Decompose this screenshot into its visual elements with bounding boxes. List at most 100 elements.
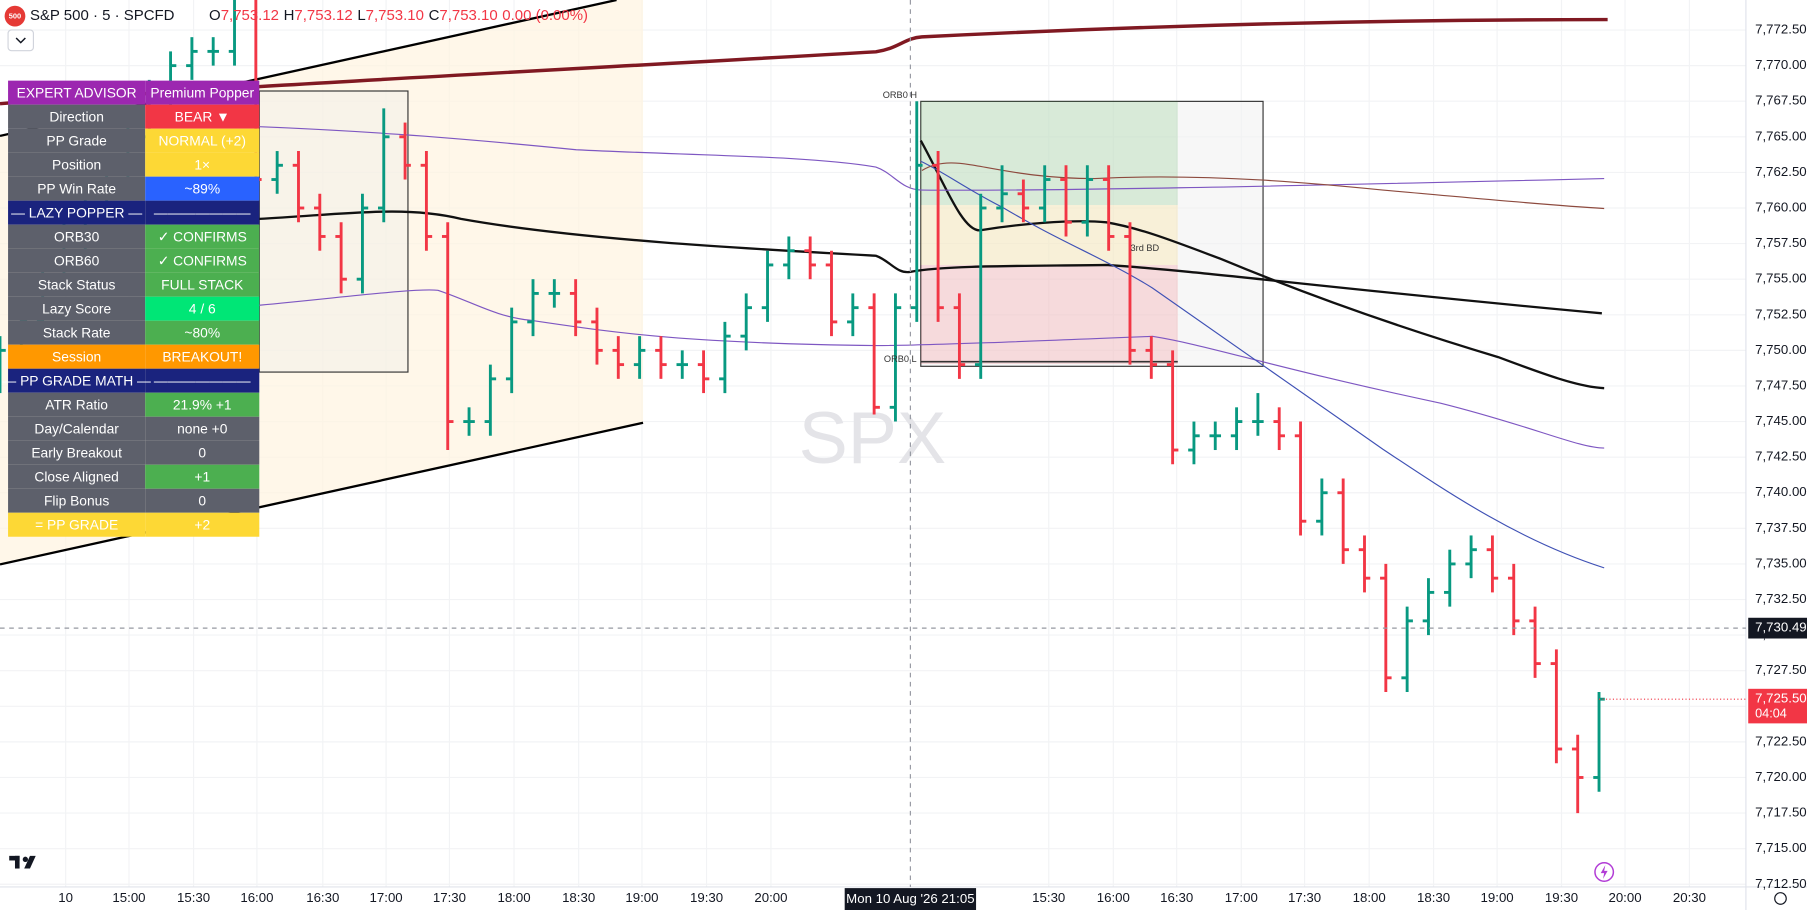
ohlc-bar — [484, 364, 497, 436]
ohlc-bar — [420, 151, 433, 251]
panel-label: Stack Rate — [43, 325, 111, 341]
panel-value: BEAR ▼ — [175, 108, 230, 124]
ohlc-bar — [1294, 421, 1307, 536]
ohlc-bar — [1401, 606, 1413, 693]
panel-label: — LAZY POPPER — — [11, 204, 142, 220]
collapse-button[interactable] — [7, 29, 34, 52]
panel-cell — [8, 152, 146, 177]
x-tick-label: 18:00 — [497, 890, 530, 905]
panel-cell — [145, 224, 260, 249]
ohlc-bar — [314, 193, 326, 251]
settings-icon[interactable] — [1774, 892, 1787, 905]
panel-cell — [145, 248, 260, 273]
ohlc-bar — [569, 279, 582, 337]
panel-cell — [145, 176, 260, 201]
crosshair-time-box — [844, 888, 977, 910]
panel-label: Early Breakout — [31, 445, 122, 461]
symbol-badge — [4, 5, 26, 27]
panel-label: Flip Bonus — [44, 493, 109, 509]
ohlc-bar — [1273, 407, 1285, 451]
panel-cell — [145, 200, 260, 225]
ohlc-key: O — [209, 7, 221, 24]
ma-line — [0, 17, 1608, 106]
ohlc-bar — [591, 307, 603, 365]
panel-cell — [8, 128, 146, 153]
channel-line — [0, 421, 644, 566]
crosshair-price: 7,730.49 — [1755, 620, 1807, 635]
alert-icon[interactable] — [1594, 862, 1615, 882]
ea-panel: EXPERT ADVISOR Premium Popper Direction BEA… — [2, 80, 260, 537]
x-tick-label: 18:30 — [562, 890, 595, 905]
panel-label: ATR Ratio — [45, 397, 108, 413]
panel-cell — [145, 416, 260, 441]
panel-cell — [8, 104, 146, 129]
ohlc-bar — [1124, 222, 1136, 365]
orb-zone-green — [920, 101, 1178, 206]
y-tick-label: 7,737.50 — [1755, 520, 1807, 535]
ohlc-key: H — [284, 7, 295, 24]
panel-cell — [8, 80, 146, 105]
panel-cell — [145, 464, 260, 489]
panel-cell — [8, 416, 146, 441]
ohlc-bar — [1166, 350, 1179, 465]
y-tick-label: 7,765.00 — [1755, 128, 1807, 143]
y-tick-label: 7,767.50 — [1755, 93, 1807, 108]
panel-cell — [8, 392, 146, 417]
panel-value: ✓ CONFIRMS — [158, 252, 247, 268]
panel-value: ——————— — [154, 204, 251, 220]
panel-cell — [145, 296, 260, 321]
panel-cell — [8, 368, 146, 393]
ohlc-bar — [186, 37, 198, 80]
panel-label: Day/Calendar — [34, 421, 119, 437]
ohlc-value: 7,753.10 — [366, 7, 424, 24]
y-tick-label: 7,757.50 — [1755, 235, 1807, 250]
ohlc-bar — [271, 151, 283, 194]
ohlc-bar — [1550, 649, 1563, 764]
panel-value: 0 — [198, 493, 206, 509]
panel-cell — [145, 104, 260, 129]
ohlc-bar — [1230, 407, 1243, 451]
panel-value: BREAKOUT! — [162, 349, 242, 365]
panel-cell — [145, 488, 260, 513]
ohlc-bar — [1486, 535, 1499, 593]
band-line — [259, 126, 1605, 191]
panel-value: FULL STACK — [161, 276, 244, 292]
alert-bolt — [1600, 865, 1608, 879]
panel-label: Session — [52, 349, 101, 365]
ohlc-bar — [1422, 578, 1435, 636]
x-tick-label: 20:30 — [1673, 890, 1706, 905]
orb-box — [920, 100, 1264, 367]
ohlc-bar — [633, 336, 646, 379]
panel-cell — [145, 272, 260, 297]
panel-value: ✓ CONFIRMS — [158, 228, 247, 244]
ohlc-bar — [889, 293, 902, 422]
panel-label: PP Win Rate — [37, 180, 116, 196]
ohlc-bar — [1060, 165, 1072, 237]
ohlc-bar — [1102, 165, 1115, 251]
x-tick-label: 19:00 — [625, 890, 658, 905]
ohlc-bar — [441, 222, 454, 451]
panel-label: PP Grade — [46, 132, 107, 148]
x-tick-label: 17:00 — [370, 890, 403, 905]
x-tick-label: 18:30 — [1417, 890, 1450, 905]
badge-text: 500 — [9, 12, 21, 21]
y-tick-label: 7,750.00 — [1755, 342, 1807, 357]
panel-cell — [8, 272, 146, 297]
panel-value: +1 — [194, 469, 210, 485]
tv-logo — [9, 855, 36, 869]
panel-cell — [8, 320, 146, 345]
panel-cell — [145, 512, 260, 537]
ohlc-bar — [1017, 179, 1030, 223]
y-tick-label: 7,770.00 — [1755, 57, 1807, 72]
ohlc-bar — [505, 307, 518, 394]
panel-label: Close Aligned — [34, 469, 118, 485]
orb-zone-yellow — [920, 205, 1178, 265]
ohlc-bar — [1337, 478, 1349, 564]
x-tick-label: 18:00 — [1353, 890, 1386, 905]
x-tick-label: 17:30 — [1288, 890, 1321, 905]
ohlc-bar — [399, 122, 411, 180]
panel-label: ORB60 — [54, 252, 100, 268]
ohlc-bar — [207, 37, 219, 66]
